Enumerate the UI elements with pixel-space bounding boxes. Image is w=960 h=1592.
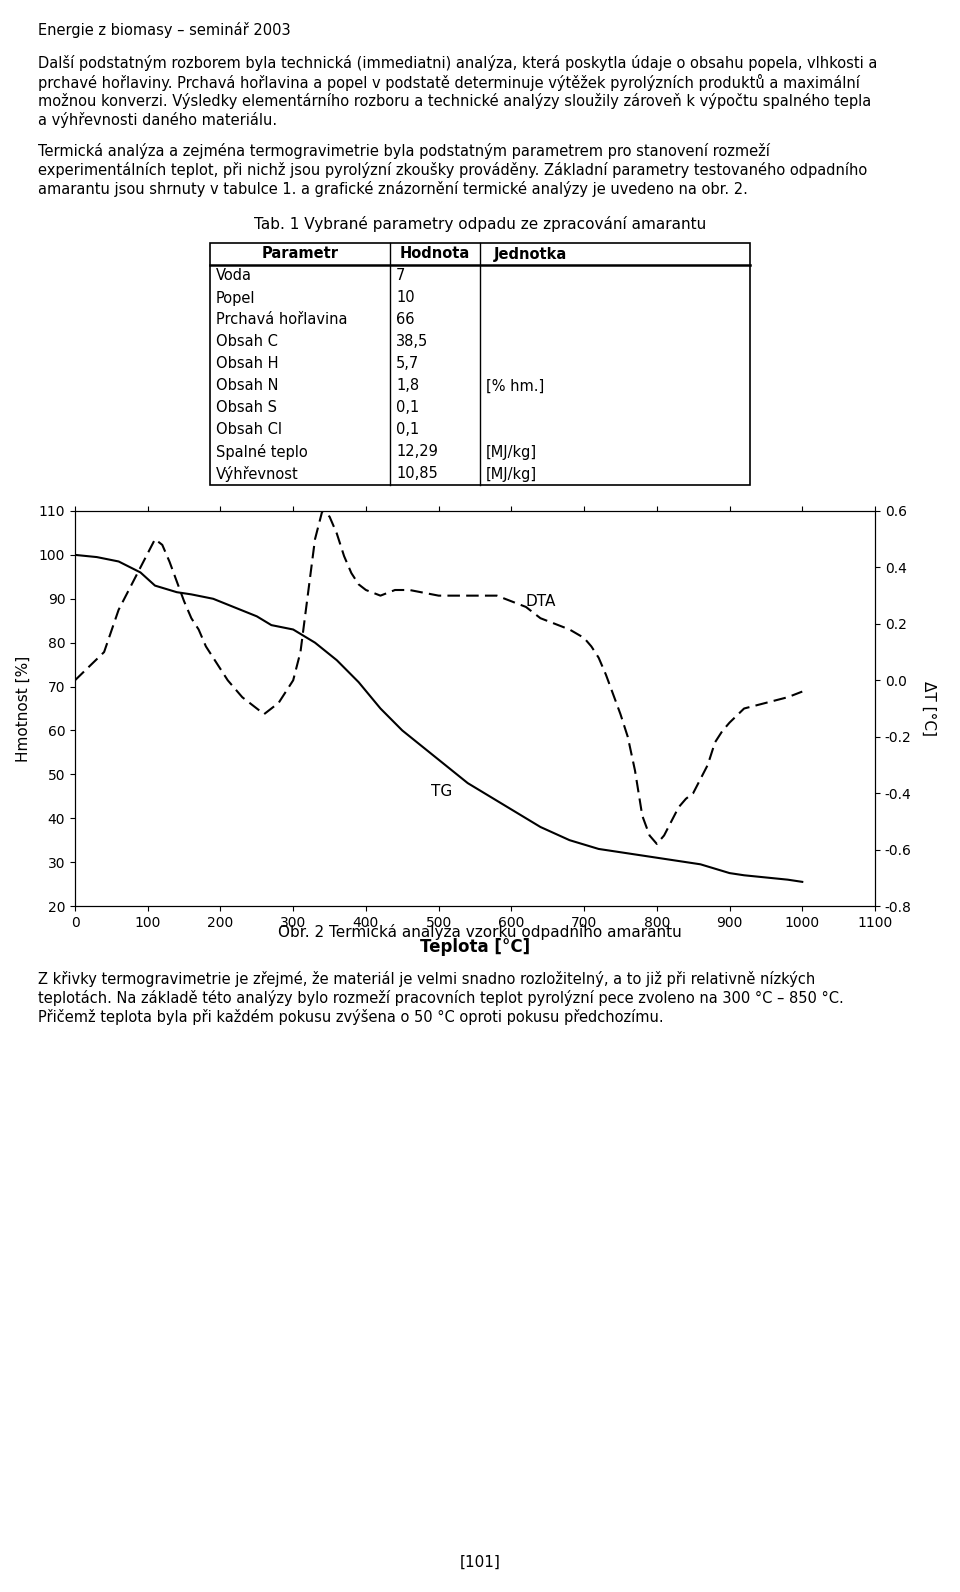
Text: Obsah S: Obsah S: [216, 401, 277, 416]
Text: Parametr: Parametr: [261, 247, 339, 261]
Text: 10,85: 10,85: [396, 466, 438, 481]
Text: teplotách. Na základě této analýzy bylo rozmeží pracovních teplot pyrolýzní pece: teplotách. Na základě této analýzy bylo …: [38, 990, 844, 1006]
Y-axis label: ΔT [°C]: ΔT [°C]: [922, 681, 937, 736]
X-axis label: Teplota [°C]: Teplota [°C]: [420, 938, 530, 957]
Text: Popel: Popel: [216, 290, 255, 306]
Text: 5,7: 5,7: [396, 357, 420, 371]
Text: Obsah C: Obsah C: [216, 334, 277, 350]
Y-axis label: Hmotnost [%]: Hmotnost [%]: [15, 656, 31, 761]
Text: prchavé hořlaviny. Prchavá hořlavina a popel v podstatě determinuje výtěžek pyro: prchavé hořlaviny. Prchavá hořlavina a p…: [38, 73, 860, 91]
Text: DTA: DTA: [526, 594, 556, 608]
Text: Z křivky termogravimetrie je zřejmé, že materiál je velmi snadno rozložitelný, a: Z křivky termogravimetrie je zřejmé, že …: [38, 971, 815, 987]
Text: [MJ/kg]: [MJ/kg]: [486, 466, 538, 481]
Text: Další podstatným rozborem byla technická (immediatni) analýza, která poskytla úd: Další podstatným rozborem byla technická…: [38, 56, 877, 72]
Text: [MJ/kg]: [MJ/kg]: [486, 444, 538, 460]
Text: 10: 10: [396, 290, 415, 306]
Text: Jednotka: Jednotka: [493, 247, 566, 261]
Text: 0,1: 0,1: [396, 422, 420, 438]
Text: [% hm.]: [% hm.]: [486, 379, 544, 393]
Text: Hodnota: Hodnota: [400, 247, 470, 261]
Text: Obsah H: Obsah H: [216, 357, 278, 371]
Text: Spalné teplo: Spalné teplo: [216, 444, 308, 460]
Text: 66: 66: [396, 312, 415, 328]
Text: 1,8: 1,8: [396, 379, 420, 393]
Bar: [210, 244, 750, 486]
Text: experimentálních teplot, při nichž jsou pyrolýzní zkoušky prováděny. Základní pa: experimentálních teplot, při nichž jsou …: [38, 162, 867, 178]
Text: 38,5: 38,5: [396, 334, 428, 350]
Text: Tab. 1 Vybrané parametry odpadu ze zpracování amarantu: Tab. 1 Vybrané parametry odpadu ze zprac…: [253, 217, 707, 232]
Text: Výhřevnost: Výhřevnost: [216, 466, 299, 482]
Text: amarantu jsou shrnuty v tabulce 1. a grafické znázornění termické analýzy je uve: amarantu jsou shrnuty v tabulce 1. a gra…: [38, 181, 748, 197]
Text: [101]: [101]: [460, 1555, 500, 1570]
Text: 12,29: 12,29: [396, 444, 438, 460]
Text: Energie z biomasy – seminář 2003: Energie z biomasy – seminář 2003: [38, 22, 291, 38]
Text: 7: 7: [396, 269, 405, 283]
Text: Obsah Cl: Obsah Cl: [216, 422, 282, 438]
Text: 0,1: 0,1: [396, 401, 420, 416]
Text: Prchavá hořlavina: Prchavá hořlavina: [216, 312, 348, 328]
Text: Termická analýza a zejména termogravimetrie byla podstatným parametrem pro stano: Termická analýza a zejména termogravimet…: [38, 143, 770, 159]
Text: a výhřevnosti daného materiálu.: a výhřevnosti daného materiálu.: [38, 111, 277, 127]
Text: možnou konverzi. Výsledky elementárního rozboru a technické analýzy sloužily zár: možnou konverzi. Výsledky elementárního …: [38, 92, 872, 108]
Text: Obsah N: Obsah N: [216, 379, 278, 393]
Text: Přičemž teplota byla při každém pokusu zvýšena o 50 °C oproti pokusu předchozímu: Přičemž teplota byla při každém pokusu z…: [38, 1009, 663, 1025]
Text: TG: TG: [431, 785, 452, 799]
Text: Obr. 2 Termická analýza vzorku odpadního amarantu: Obr. 2 Termická analýza vzorku odpadního…: [278, 923, 682, 939]
Text: Voda: Voda: [216, 269, 252, 283]
